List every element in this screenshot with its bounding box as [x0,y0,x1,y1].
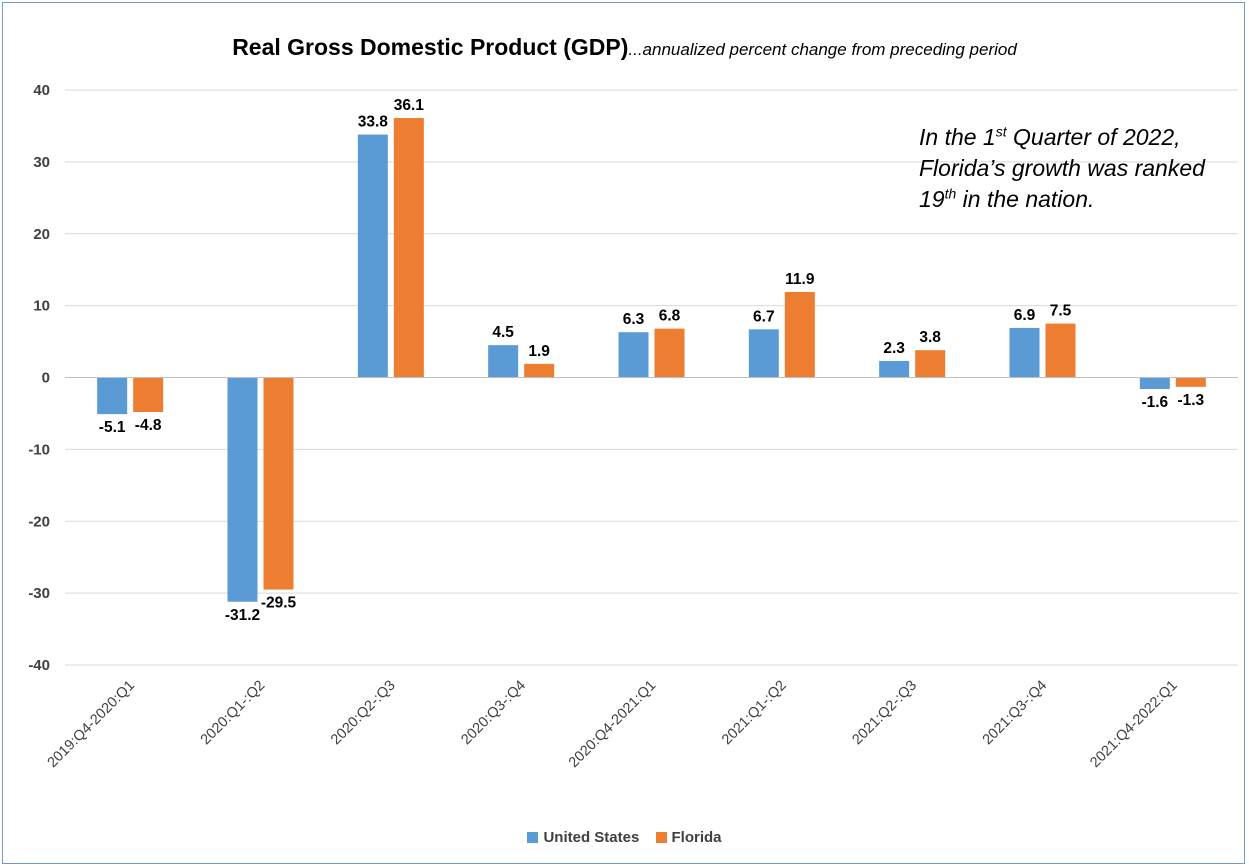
annotation-text: In the 1 [919,124,996,150]
data-label: 33.8 [358,114,389,131]
data-label: -4.8 [135,417,162,434]
bar [133,377,164,412]
data-label: -1.3 [1177,392,1204,409]
y-tick-label: 40 [33,82,50,99]
annotation-text: 19 [919,186,945,212]
data-label: 36.1 [394,97,425,114]
x-tick-label: 2021:Q1-:Q2 [719,678,790,749]
bar [524,363,555,378]
annotation-line-3: 19th in the nation. [919,184,1249,215]
bar [618,332,649,378]
bar [263,377,294,590]
data-label: 3.8 [919,329,941,346]
chart-title: Real Gross Domestic Product (GDP)...annu… [0,34,1249,61]
y-tick-label: -20 [28,513,50,530]
data-label: 7.5 [1050,303,1072,320]
bar [227,377,258,602]
data-label: 1.9 [528,343,550,360]
x-tick-label: 2020:Q2-:Q3 [328,678,399,749]
legend-item-florida: Florida [655,829,722,846]
annotation-text: in the nation. [956,186,1095,212]
chart-title-main: Real Gross Domestic Product (GDP) [232,34,629,60]
bar [654,328,685,378]
y-tick-label: 0 [42,370,50,387]
bar [357,134,388,378]
x-tick-label: 2019:Q4-2020:Q1 [45,678,138,771]
legend-item-united-states: United States [527,829,639,846]
annotation-line-1: In the 1st Quarter of 2022, [919,122,1249,153]
legend-label-united-states: United States [543,829,640,846]
x-tick-label: 2020:Q4-2021:Q1 [566,678,659,771]
annotation-superscript: st [995,123,1007,140]
bar [784,291,815,378]
bar [748,329,779,378]
x-tick-label: 2021:Q2-:Q3 [849,678,920,749]
annotation-text: Quarter of 2022, [1006,124,1181,150]
bar [1045,323,1076,378]
bar [915,350,946,378]
annotation-line-2: Florida’s growth was ranked [919,155,1205,181]
annotation-superscript: th [944,185,957,202]
bar [97,377,128,415]
bar-chart: 40 30 20 10 0 -10 -20 -30 -40 -5.1 -4.8 2019:Q4-202… [28,82,1238,771]
chart-annotation: In the 1st Quarter of 2022, Florida’s gr… [919,122,1249,215]
y-tick-label: -10 [28,441,50,458]
y-tick-label: -40 [28,657,50,674]
legend-swatch-florida [655,832,667,843]
chart-subtitle: ...annualized percent change from preced… [628,40,1017,59]
data-label: 4.5 [492,324,514,341]
data-label: -31.2 [225,607,260,624]
x-tick-label: 2021:Q4-2022:Q1 [1087,678,1180,771]
bar [1009,327,1040,378]
bar [1139,377,1170,389]
y-tick-label: 20 [33,226,50,243]
y-tick-label: 10 [33,298,50,315]
x-tick-label: 2020:Q1-:Q2 [198,678,269,749]
data-label: 6.3 [623,311,645,328]
data-label: 2.3 [883,340,905,357]
data-label: 6.9 [1014,307,1036,324]
bar [393,118,424,378]
data-label: -29.5 [261,595,297,612]
data-label: 11.9 [785,271,815,288]
legend-label-florida: Florida [671,829,722,846]
data-label: -5.1 [99,419,126,436]
legend-swatch-united-states [527,832,539,843]
x-tick-label: 2020:Q3-:Q4 [458,678,529,749]
x-tick-label: 2021:Q3-:Q4 [980,678,1051,749]
data-label: 6.8 [659,308,681,325]
y-tick-label: 30 [33,154,50,171]
bar [488,345,519,378]
chart-legend: United States Florida [0,829,1249,847]
bar [879,360,910,378]
bar [1175,377,1206,387]
y-tick-label: -30 [28,585,50,602]
data-label: 6.7 [753,308,775,325]
data-label: -1.6 [1141,394,1168,411]
